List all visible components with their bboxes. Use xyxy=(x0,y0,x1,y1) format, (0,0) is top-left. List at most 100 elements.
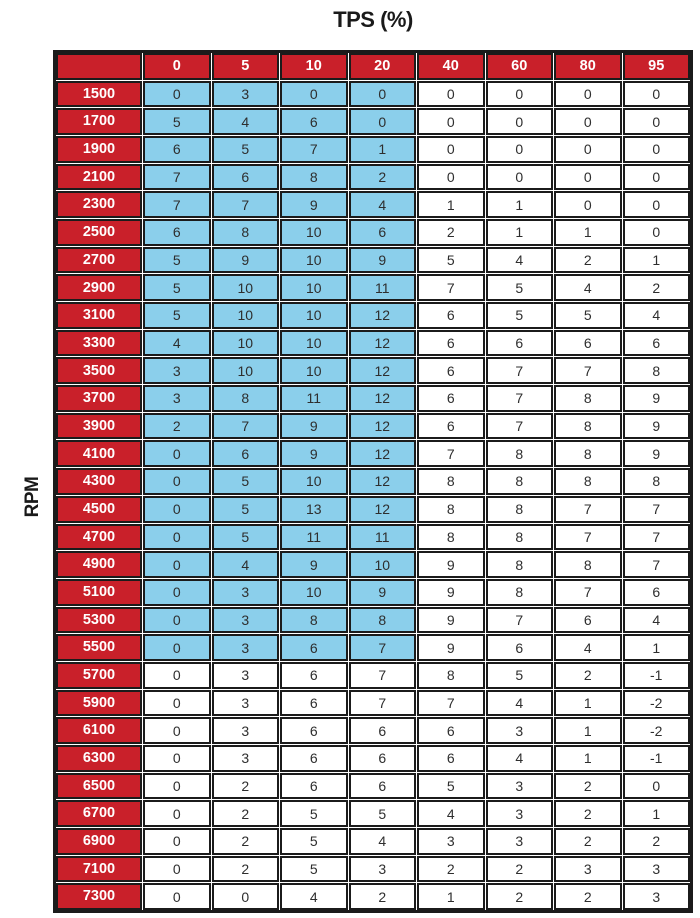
value-cell-rpm4900-tps95: 7 xyxy=(622,551,690,578)
row-header-rpm-6300: 6300 xyxy=(56,744,142,772)
corner-header-cell xyxy=(56,53,142,80)
value-cell-rpm2300-tps10: 9 xyxy=(280,191,348,219)
value-cell-rpm5900-tps0: 0 xyxy=(143,689,211,717)
value-cell-rpm7100-tps20: 3 xyxy=(348,855,416,883)
value-cell-rpm4700-tps80: 7 xyxy=(554,523,622,551)
value-cell-rpm5500-tps20: 7 xyxy=(348,634,416,661)
value-cell-rpm1900-tps20: 1 xyxy=(348,136,416,163)
value-cell-rpm6100-tps5: 3 xyxy=(211,717,279,744)
value-cell-rpm6100-tps40: 6 xyxy=(417,717,485,744)
value-cell-rpm2900-tps5: 10 xyxy=(211,274,279,302)
value-cell-rpm2700-tps95: 1 xyxy=(622,246,690,274)
value-cell-rpm2300-tps95: 0 xyxy=(622,191,690,219)
value-cell-rpm2300-tps80: 0 xyxy=(554,191,622,219)
value-cell-rpm3100-tps10: 10 xyxy=(280,302,348,329)
value-cell-rpm6100-tps95: -2 xyxy=(622,717,690,744)
value-cell-rpm2500-tps40: 2 xyxy=(417,219,485,246)
row-header-rpm-1900: 1900 xyxy=(56,136,142,163)
value-cell-rpm2300-tps40: 1 xyxy=(417,191,485,219)
value-cell-rpm4900-tps60: 8 xyxy=(485,551,553,578)
value-cell-rpm5900-tps80: 1 xyxy=(554,689,622,717)
value-cell-rpm7300-tps5: 0 xyxy=(211,883,279,910)
value-cell-rpm3500-tps10: 10 xyxy=(280,357,348,385)
column-header-tps-95: 95 xyxy=(622,53,690,80)
value-cell-rpm7100-tps10: 5 xyxy=(280,855,348,883)
value-cell-rpm5300-tps0: 0 xyxy=(143,606,211,634)
value-cell-rpm1900-tps0: 6 xyxy=(143,136,211,163)
row-header-rpm-2700: 2700 xyxy=(56,246,142,274)
value-cell-rpm2300-tps5: 7 xyxy=(211,191,279,219)
row-header-rpm-4100: 4100 xyxy=(56,440,142,468)
value-cell-rpm3300-tps95: 6 xyxy=(622,329,690,357)
value-cell-rpm4700-tps10: 11 xyxy=(280,523,348,551)
value-cell-rpm4900-tps20: 10 xyxy=(348,551,416,578)
value-cell-rpm6100-tps10: 6 xyxy=(280,717,348,744)
value-cell-rpm2700-tps80: 2 xyxy=(554,246,622,274)
value-cell-rpm5100-tps95: 6 xyxy=(622,578,690,606)
value-cell-rpm3100-tps60: 5 xyxy=(485,302,553,329)
value-cell-rpm3700-tps40: 6 xyxy=(417,385,485,412)
value-cell-rpm6900-tps20: 4 xyxy=(348,827,416,855)
value-cell-rpm3900-tps80: 8 xyxy=(554,412,622,440)
value-cell-rpm4900-tps40: 9 xyxy=(417,551,485,578)
value-cell-rpm4900-tps0: 0 xyxy=(143,551,211,578)
value-cell-rpm5300-tps10: 8 xyxy=(280,606,348,634)
value-cell-rpm4500-tps60: 8 xyxy=(485,495,553,523)
value-cell-rpm4500-tps10: 13 xyxy=(280,495,348,523)
value-cell-rpm2700-tps40: 5 xyxy=(417,246,485,274)
value-cell-rpm6300-tps40: 6 xyxy=(417,744,485,772)
column-header-tps-0: 0 xyxy=(143,53,211,80)
value-cell-rpm1700-tps10: 6 xyxy=(280,108,348,136)
value-cell-rpm2500-tps80: 1 xyxy=(554,219,622,246)
value-cell-rpm5700-tps40: 8 xyxy=(417,661,485,689)
value-cell-rpm6500-tps10: 6 xyxy=(280,772,348,800)
value-cell-rpm5500-tps10: 6 xyxy=(280,634,348,661)
value-cell-rpm6900-tps5: 2 xyxy=(211,827,279,855)
value-cell-rpm6900-tps95: 2 xyxy=(622,827,690,855)
value-cell-rpm1500-tps80: 0 xyxy=(554,80,622,108)
value-cell-rpm2500-tps0: 6 xyxy=(143,219,211,246)
row-header-rpm-1700: 1700 xyxy=(56,108,142,136)
value-cell-rpm2500-tps10: 10 xyxy=(280,219,348,246)
value-cell-rpm6700-tps60: 3 xyxy=(485,800,553,827)
value-cell-rpm2700-tps20: 9 xyxy=(348,246,416,274)
value-cell-rpm6500-tps5: 2 xyxy=(211,772,279,800)
value-cell-rpm3900-tps40: 6 xyxy=(417,412,485,440)
value-cell-rpm4300-tps40: 8 xyxy=(417,468,485,495)
value-cell-rpm3500-tps40: 6 xyxy=(417,357,485,385)
value-cell-rpm3700-tps5: 8 xyxy=(211,385,279,412)
value-cell-rpm5500-tps60: 6 xyxy=(485,634,553,661)
column-header-tps-60: 60 xyxy=(485,53,553,80)
value-cell-rpm5700-tps20: 7 xyxy=(348,661,416,689)
value-cell-rpm1700-tps95: 0 xyxy=(622,108,690,136)
value-cell-rpm3700-tps95: 9 xyxy=(622,385,690,412)
value-cell-rpm6900-tps80: 2 xyxy=(554,827,622,855)
value-cell-rpm4100-tps5: 6 xyxy=(211,440,279,468)
row-header-rpm-4300: 4300 xyxy=(56,468,142,495)
value-cell-rpm6700-tps40: 4 xyxy=(417,800,485,827)
value-cell-rpm2500-tps5: 8 xyxy=(211,219,279,246)
value-cell-rpm3100-tps0: 5 xyxy=(143,302,211,329)
value-cell-rpm6500-tps20: 6 xyxy=(348,772,416,800)
column-header-tps-10: 10 xyxy=(280,53,348,80)
row-header-rpm-6500: 6500 xyxy=(56,772,142,800)
value-cell-rpm6700-tps10: 5 xyxy=(280,800,348,827)
value-cell-rpm5100-tps0: 0 xyxy=(143,578,211,606)
value-cell-rpm7300-tps80: 2 xyxy=(554,883,622,910)
value-cell-rpm3300-tps5: 10 xyxy=(211,329,279,357)
value-cell-rpm1700-tps80: 0 xyxy=(554,108,622,136)
value-cell-rpm1700-tps40: 0 xyxy=(417,108,485,136)
row-header-rpm-7100: 7100 xyxy=(56,855,142,883)
value-cell-rpm1500-tps10: 0 xyxy=(280,80,348,108)
value-cell-rpm2100-tps95: 0 xyxy=(622,163,690,191)
value-cell-rpm7300-tps60: 2 xyxy=(485,883,553,910)
value-cell-rpm4700-tps40: 8 xyxy=(417,523,485,551)
value-cell-rpm4300-tps0: 0 xyxy=(143,468,211,495)
value-cell-rpm4100-tps80: 8 xyxy=(554,440,622,468)
value-cell-rpm3100-tps40: 6 xyxy=(417,302,485,329)
column-header-tps-20: 20 xyxy=(348,53,416,80)
value-cell-rpm6300-tps0: 0 xyxy=(143,744,211,772)
value-cell-rpm1700-tps5: 4 xyxy=(211,108,279,136)
row-header-rpm-2900: 2900 xyxy=(56,274,142,302)
